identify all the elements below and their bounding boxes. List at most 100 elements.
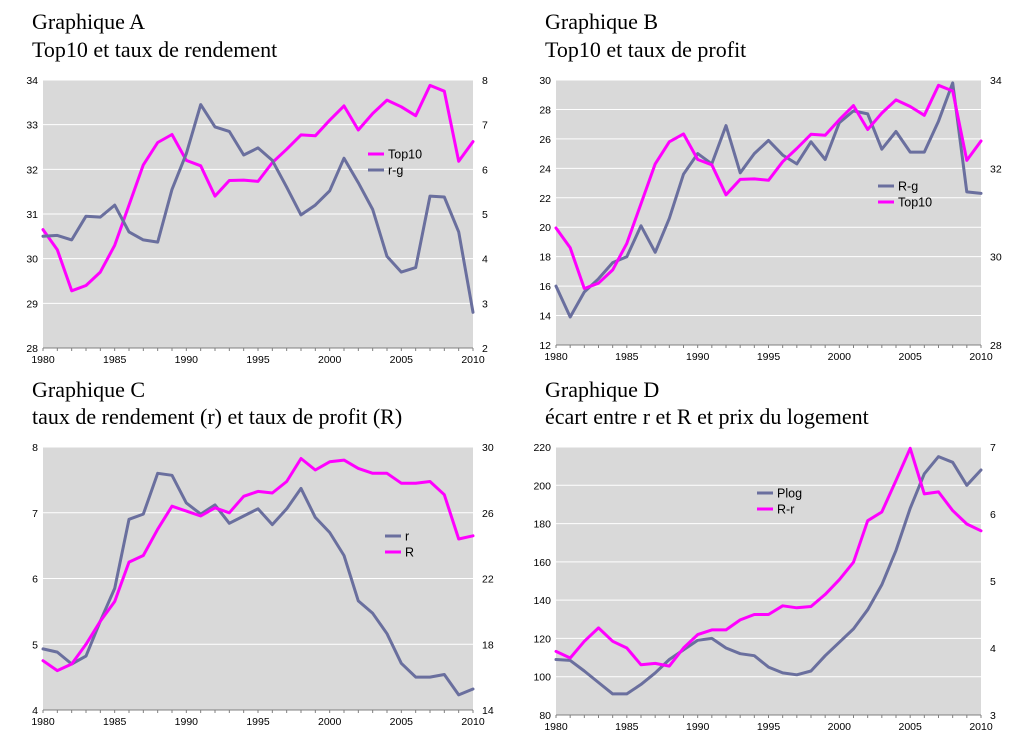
chart-a-ytick-right: 4 (482, 254, 488, 266)
chart-b-xtick: 2010 (969, 351, 993, 363)
chart-a-ytick-left: 33 (26, 120, 38, 132)
chart-a-ytick-left: 29 (26, 298, 38, 310)
chart-b-xtick: 2000 (828, 351, 852, 363)
chart-d-ytick-left: 120 (533, 633, 551, 645)
chart-a-xtick: 2000 (318, 354, 342, 366)
chart-c-xtick: 1985 (103, 716, 127, 728)
chart-c-series-r (41, 471, 475, 697)
chart-c-ytick-left: 8 (32, 442, 38, 454)
chart-b-xtick: 2005 (898, 351, 922, 363)
chart-b-xtick: 1995 (757, 351, 781, 363)
chart-d-xtick: 1990 (686, 721, 710, 733)
chart-c-ytick-right: 30 (482, 442, 494, 454)
chart-d-ytick-right: 3 (990, 710, 996, 722)
chart-c-ytick-right: 26 (482, 508, 494, 520)
chart-d-ytick-left: 100 (533, 672, 551, 684)
chart-b-ytick-left: 26 (539, 134, 551, 146)
chart-b-ytick-left: 28 (539, 104, 551, 116)
chart-d-title-line1: Graphique D (545, 377, 660, 402)
chart-c-legend-label: r (405, 530, 409, 544)
chart-d-ytick-left: 200 (533, 480, 551, 492)
chart-d-xtick: 1995 (757, 721, 781, 733)
chart-a-ytick-left: 34 (26, 75, 38, 87)
chart-c-xtick: 1990 (175, 716, 199, 728)
chart-d-xtick: 1980 (544, 721, 568, 733)
chart-b-xtick: 1990 (686, 351, 710, 363)
chart-d-ytick-left: 160 (533, 557, 551, 569)
chart-b-ytick-left: 12 (539, 340, 551, 352)
chart-a-xtick: 1985 (103, 354, 127, 366)
chart-c-xtick: 1980 (31, 716, 55, 728)
chart-a-legend-label: Top10 (388, 148, 422, 162)
chart-a-xtick: 1995 (246, 354, 270, 366)
chart-b-xtick: 1985 (615, 351, 639, 363)
chart-c-series-r (41, 457, 475, 673)
chart-b-title-line2: Top10 et taux de profit (545, 37, 747, 62)
chart-c-ytick-left: 6 (32, 574, 38, 586)
chart-b: 12 14 16 18 20 22 24 26 28 30 28 30 32 34 1980 1985 1990… (539, 75, 1002, 363)
chart-d-series-plog (554, 455, 983, 696)
chart-d-legend-label: Plog (777, 487, 802, 501)
chart-b-ytick-left: 16 (539, 281, 551, 293)
chart-c-title-line1: Graphique C (32, 377, 146, 402)
chart-b-ytick-right: 32 (990, 163, 1002, 175)
chart-a-series-r-g (41, 103, 475, 314)
chart-d-ytick-right: 4 (990, 643, 996, 655)
chart-b-title-line1: Graphique B (545, 9, 659, 34)
chart-a-legend-label: r-g (388, 164, 403, 178)
chart-a-ytick-left: 31 (26, 209, 38, 221)
chart-b-ytick-left: 18 (539, 252, 551, 264)
chart-d-xtick: 2005 (898, 721, 922, 733)
chart-b-ytick-left: 30 (539, 75, 551, 87)
chart-c-ytick-right: 22 (482, 574, 494, 586)
chart-b-ytick-left: 24 (539, 163, 551, 175)
chart-a-xtick: 1990 (175, 354, 199, 366)
chart-b-ytick-left: 20 (539, 222, 551, 234)
chart-d-ytick-right: 7 (990, 442, 996, 454)
chart-b-legend-label: R-g (898, 180, 918, 194)
chart-d-xtick: 1985 (615, 721, 639, 733)
chart-a-ytick-right: 3 (482, 298, 488, 310)
chart-b-ytick-right: 34 (990, 75, 1002, 87)
chart-d-ytick-left: 140 (533, 595, 551, 607)
chart-b-ytick-right: 28 (990, 340, 1002, 352)
chart-b-series-r-g (554, 81, 983, 319)
chart-b-series-top10 (554, 83, 983, 290)
chart-a-ytick-right: 5 (482, 209, 488, 221)
chart-d-ytick-right: 5 (990, 576, 996, 588)
chart-d-series-r-r (554, 446, 983, 668)
chart-d-xtick: 2000 (828, 721, 852, 733)
chart-c: 4 5 6 7 8 14 18 22 26 30 1980 1985 1990 1995 2000 2005 2… (31, 442, 494, 728)
chart-c-xtick: 2000 (318, 716, 342, 728)
chart-b-legend-label: Top10 (898, 196, 932, 210)
chart-a-ytick-left: 32 (26, 164, 38, 176)
chart-a-ytick-left: 28 (26, 343, 38, 355)
chart-b-ytick-left: 14 (539, 311, 551, 323)
chart-d-ytick-left: 220 (533, 442, 551, 454)
chart-b-xtick: 1980 (544, 351, 568, 363)
chart-a-series-top10 (41, 83, 475, 293)
chart-a-ytick-right: 7 (482, 120, 488, 132)
chart-c-ytick-right: 18 (482, 639, 494, 651)
chart-c-xtick: 2005 (390, 716, 414, 728)
chart-a-xtick: 2010 (461, 354, 485, 366)
chart-a-ytick-right: 8 (482, 75, 488, 87)
chart-c-ytick-right: 14 (482, 705, 494, 717)
chart-c-ytick-left: 4 (32, 705, 38, 717)
chart-b-ytick-right: 30 (990, 252, 1002, 264)
chart-c-xtick: 1995 (246, 716, 270, 728)
chart-a-title-line2: Top10 et taux de rendement (32, 37, 278, 62)
chart-d-ytick-left: 80 (539, 710, 551, 722)
chart-a-ytick-left: 30 (26, 254, 38, 266)
chart-b-ytick-left: 22 (539, 193, 551, 205)
chart-d: 80 100 120 140 160 180 200 220 3 4 5 6 7 1980 1985 1990… (533, 442, 996, 733)
chart-a-ytick-right: 2 (482, 343, 488, 355)
chart-a-ytick-right: 6 (482, 164, 488, 176)
chart-d-xtick: 2010 (969, 721, 993, 733)
chart-b-plot-area (556, 80, 981, 345)
chart-d-title-line2: écart entre r et R et prix du logement (545, 404, 869, 429)
chart-a-xtick: 2005 (390, 354, 414, 366)
chart-c-legend-label: R (405, 546, 414, 560)
